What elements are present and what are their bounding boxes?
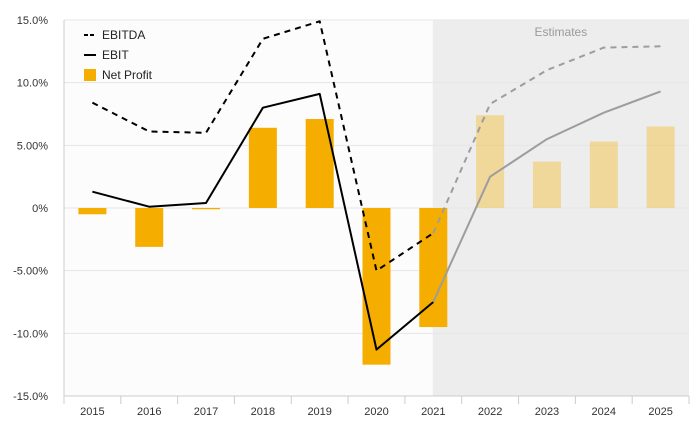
x-tick-label: 2024 xyxy=(592,406,616,418)
line-series xyxy=(91,20,661,351)
estimates-label: Estimates xyxy=(535,25,588,39)
x-tick-label: 2015 xyxy=(80,406,104,418)
legend: EBITDA EBIT Net Profit xyxy=(84,28,153,82)
x-tick-label: 2017 xyxy=(194,406,218,418)
y-tick-label: 10.0% xyxy=(17,78,48,90)
y-tick-label: -10.0% xyxy=(13,328,48,340)
x-tick-label: 2016 xyxy=(137,406,161,418)
ebit-line-estimate xyxy=(432,90,661,303)
net-profit-bar xyxy=(589,141,618,208)
x-tick-label: 2019 xyxy=(307,406,331,418)
y-tick-label: 0% xyxy=(32,203,48,215)
legend-swatch-net-profit xyxy=(84,69,96,81)
y-tick-label: -5.00% xyxy=(13,266,48,278)
net-profit-bar xyxy=(78,208,107,215)
x-tick-label: 2018 xyxy=(251,406,275,418)
x-tick-label: 2023 xyxy=(535,406,559,418)
net-profit-bar xyxy=(192,208,221,210)
net-profit-bar xyxy=(419,208,448,328)
net-profit-bar xyxy=(248,127,277,208)
net-profit-bar xyxy=(476,115,505,208)
x-tick-label: 2020 xyxy=(364,406,388,418)
x-tick-label: 2025 xyxy=(648,406,672,418)
ebit-line-actual xyxy=(92,92,434,351)
net-profit-bar xyxy=(305,119,334,208)
x-tick-label: 2021 xyxy=(421,406,445,418)
x-tick-label: 2022 xyxy=(478,406,502,418)
legend-label-net-profit: Net Profit xyxy=(102,68,153,82)
legend-label-ebit: EBIT xyxy=(102,48,129,62)
y-tick-label: 15.0% xyxy=(17,15,48,27)
ebitda-line-estimate xyxy=(432,45,661,234)
axes: 15.0% 10.0% 5.00% 0% -5.00% -10.0% -15.0% 2015 2… xyxy=(13,15,690,418)
y-tick-label: -15.0% xyxy=(13,391,48,403)
legend-label-ebitda: EBITDA xyxy=(102,28,145,42)
net-profit-bar xyxy=(532,161,561,208)
net-profit-bar xyxy=(646,126,675,208)
y-tick-label: 5.00% xyxy=(17,140,48,152)
net-profit-bar xyxy=(135,208,164,247)
